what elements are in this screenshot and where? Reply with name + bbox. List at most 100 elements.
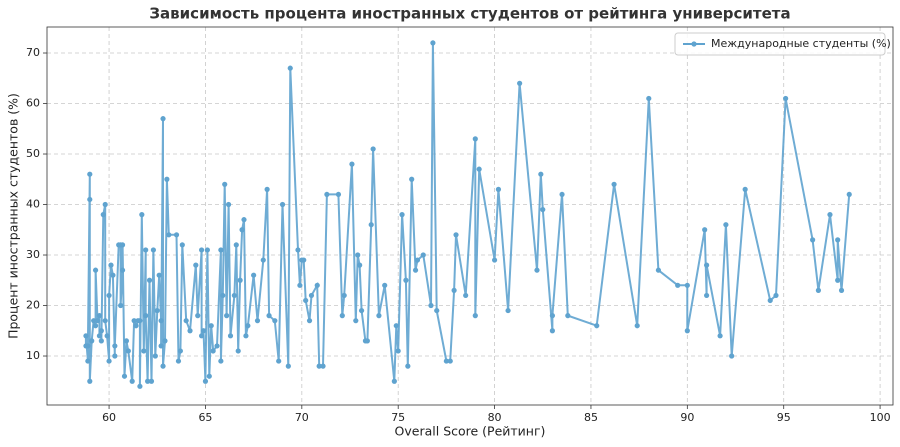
point bbox=[559, 191, 565, 198]
point bbox=[222, 181, 228, 187]
point bbox=[287, 65, 293, 71]
point bbox=[403, 277, 409, 283]
point bbox=[243, 333, 249, 339]
point bbox=[162, 338, 168, 344]
point bbox=[158, 318, 164, 324]
point bbox=[655, 267, 662, 273]
point bbox=[112, 353, 118, 359]
y-tick-label: 10 bbox=[26, 349, 40, 362]
point bbox=[83, 333, 89, 339]
point bbox=[98, 338, 104, 344]
point bbox=[295, 247, 301, 253]
point bbox=[297, 282, 303, 288]
point bbox=[210, 348, 216, 354]
point bbox=[108, 262, 114, 268]
point bbox=[339, 313, 345, 319]
x-tick-label: 75 bbox=[391, 411, 405, 424]
point bbox=[810, 237, 816, 243]
point bbox=[451, 287, 457, 293]
point bbox=[320, 363, 326, 369]
point bbox=[495, 186, 502, 192]
point bbox=[391, 378, 397, 384]
point bbox=[472, 136, 478, 142]
point bbox=[148, 378, 155, 384]
point bbox=[370, 146, 376, 152]
x-tick-label: 85 bbox=[584, 411, 598, 424]
point bbox=[89, 338, 95, 344]
point bbox=[684, 328, 690, 334]
point bbox=[314, 282, 320, 288]
y-tick-label: 40 bbox=[26, 198, 40, 211]
point bbox=[100, 212, 106, 218]
point bbox=[767, 297, 773, 304]
point bbox=[279, 201, 286, 208]
point bbox=[150, 247, 157, 253]
series-line bbox=[84, 42, 851, 387]
x-tick-label: 70 bbox=[295, 411, 309, 424]
point bbox=[106, 358, 112, 364]
point bbox=[91, 318, 97, 324]
point bbox=[308, 292, 315, 299]
legend: Международные студенты (%) bbox=[674, 32, 891, 56]
point bbox=[104, 333, 110, 339]
point bbox=[301, 257, 307, 263]
plot-frame bbox=[46, 26, 894, 406]
point bbox=[675, 282, 681, 288]
point bbox=[143, 247, 149, 253]
x-tick-label: 60 bbox=[102, 411, 116, 424]
x-tick-label: 95 bbox=[777, 411, 791, 424]
point bbox=[434, 307, 440, 314]
point bbox=[141, 348, 147, 354]
point bbox=[94, 318, 101, 324]
x-tick-label: 80 bbox=[488, 411, 502, 424]
point bbox=[447, 358, 453, 364]
point bbox=[237, 277, 243, 283]
point bbox=[324, 191, 330, 198]
point bbox=[200, 328, 207, 334]
x-axis-label: Overall Score (Рейтинг) bbox=[395, 424, 546, 439]
y-tick-label: 20 bbox=[26, 299, 40, 312]
point bbox=[355, 252, 361, 258]
point bbox=[827, 212, 833, 218]
point bbox=[245, 323, 251, 329]
point bbox=[173, 232, 180, 238]
x-tick-label: 90 bbox=[680, 411, 694, 424]
x-tick-label: 100 bbox=[870, 411, 891, 424]
point bbox=[143, 313, 149, 319]
point bbox=[412, 267, 419, 273]
point bbox=[106, 292, 112, 299]
point bbox=[815, 287, 822, 293]
point bbox=[382, 282, 388, 288]
point bbox=[835, 237, 841, 243]
point bbox=[846, 191, 852, 198]
point bbox=[231, 292, 237, 299]
point bbox=[121, 373, 128, 379]
point bbox=[87, 196, 93, 203]
point bbox=[85, 343, 91, 349]
point bbox=[358, 307, 365, 314]
point bbox=[119, 242, 126, 248]
point bbox=[341, 292, 347, 299]
point bbox=[430, 40, 436, 46]
point bbox=[420, 252, 426, 258]
point bbox=[129, 378, 135, 384]
y-tick-label: 50 bbox=[26, 147, 40, 160]
point bbox=[152, 353, 158, 359]
point bbox=[717, 333, 723, 339]
point bbox=[123, 338, 130, 344]
point bbox=[376, 313, 382, 319]
point bbox=[838, 287, 845, 293]
point bbox=[565, 313, 571, 319]
point bbox=[723, 222, 729, 228]
point bbox=[139, 212, 145, 218]
point bbox=[773, 292, 779, 299]
point bbox=[102, 201, 108, 208]
point bbox=[158, 343, 164, 349]
point bbox=[224, 313, 230, 319]
point bbox=[235, 348, 241, 354]
point bbox=[145, 378, 151, 384]
point bbox=[266, 313, 272, 319]
point bbox=[179, 242, 185, 248]
point bbox=[227, 333, 234, 339]
